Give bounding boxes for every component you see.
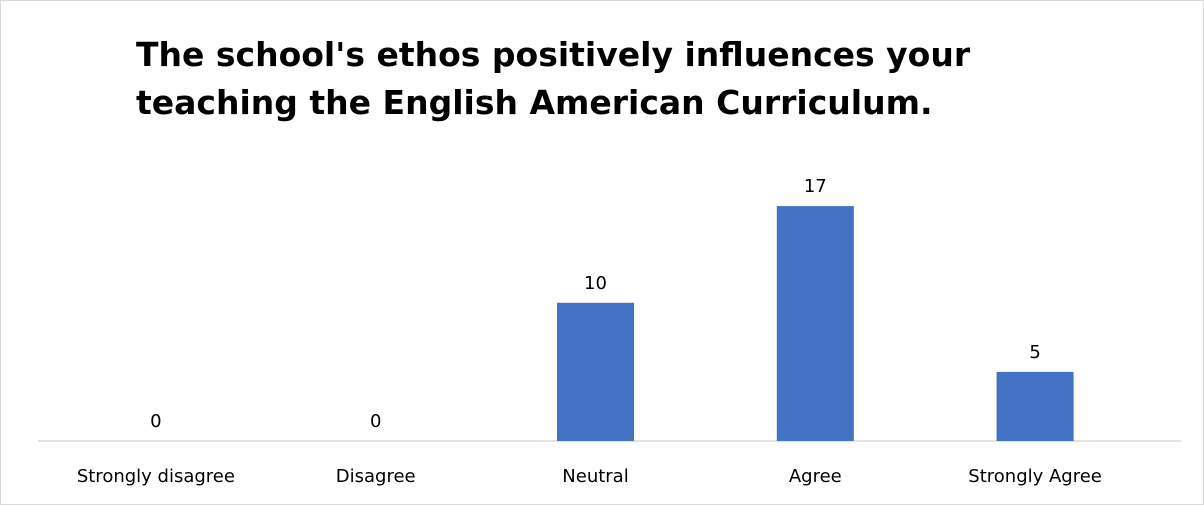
x-tick-label: Neutral [562, 466, 628, 487]
data-label: 0 [150, 411, 161, 432]
x-tick-label: Strongly Agree [968, 466, 1102, 487]
chart-title: The school's ethos positively influences… [136, 35, 971, 122]
bars-group [557, 206, 1074, 441]
bar-agree [776, 206, 854, 441]
data-labels-group: 0 0 10 17 5 [150, 176, 1041, 432]
data-label: 10 [584, 273, 607, 294]
x-tick-label: Agree [789, 466, 842, 487]
bar-neutral [557, 302, 634, 441]
data-label: 17 [804, 176, 827, 197]
data-label: 5 [1029, 342, 1040, 363]
bar-strongly-agree [996, 371, 1074, 441]
x-tick-label: Disagree [336, 466, 416, 487]
x-tick-labels-group: Strongly disagree Disagree Neutral Agree Str… [77, 466, 1102, 487]
data-label: 0 [370, 411, 381, 432]
x-tick-label: Strongly disagree [77, 466, 235, 487]
